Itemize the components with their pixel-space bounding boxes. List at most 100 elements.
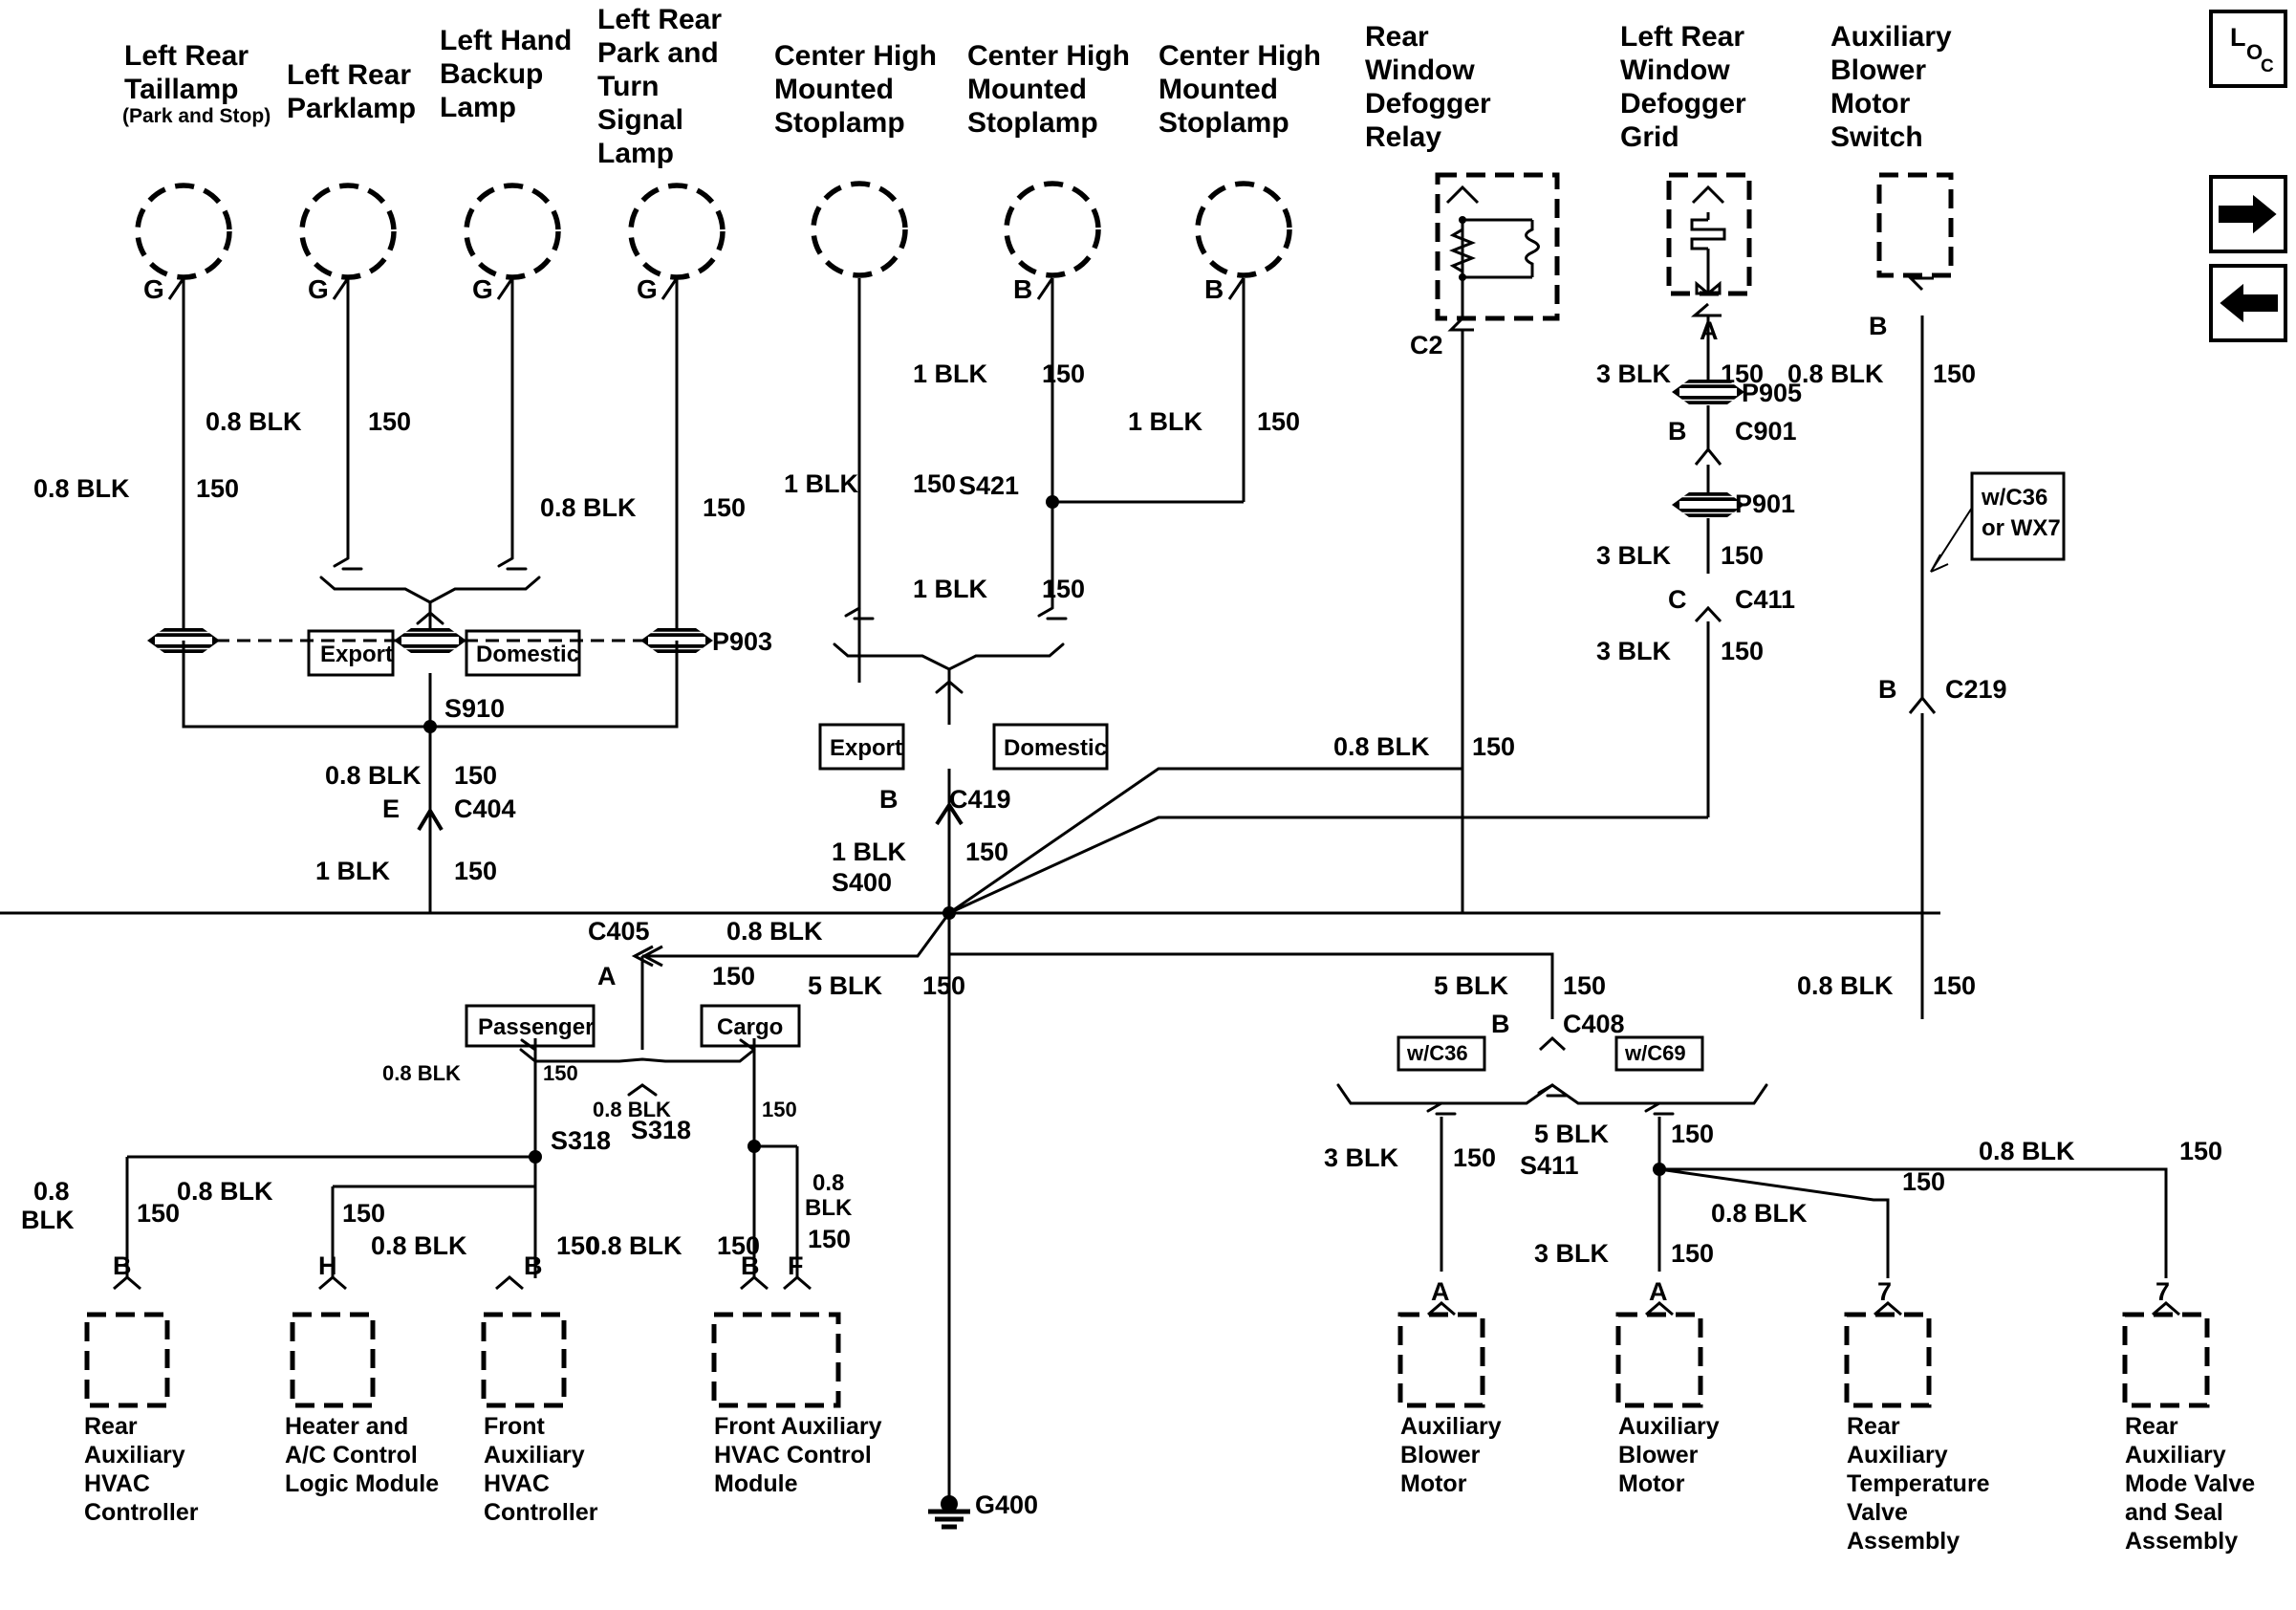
- svg-text:Center High: Center High: [1159, 40, 1321, 72]
- svg-text:150: 150: [1257, 407, 1300, 436]
- svg-text:0.8 BLK: 0.8 BLK: [726, 917, 823, 946]
- svg-text:0.8 BLK: 0.8 BLK: [33, 474, 130, 503]
- svg-text:150: 150: [1453, 1143, 1496, 1172]
- svg-text:Motor: Motor: [1618, 1470, 1685, 1497]
- svg-text:C901: C901: [1735, 417, 1797, 446]
- svg-text:150: 150: [712, 962, 755, 990]
- svg-text:Stoplamp: Stoplamp: [967, 107, 1098, 139]
- svg-text:B: B: [524, 1251, 543, 1280]
- svg-text:w/C69: w/C69: [1624, 1041, 1686, 1065]
- svg-text:C: C: [2261, 56, 2274, 76]
- svg-text:Stoplamp: Stoplamp: [774, 107, 905, 139]
- svg-text:Grid: Grid: [1620, 121, 1679, 153]
- svg-text:Auxiliary: Auxiliary: [1847, 1442, 1948, 1469]
- svg-text:Assembly: Assembly: [1847, 1528, 1960, 1555]
- svg-text:C: C: [1668, 585, 1687, 614]
- svg-text:150: 150: [808, 1225, 851, 1253]
- svg-text:150: 150: [913, 469, 956, 498]
- svg-text:Taillamp: Taillamp: [124, 74, 238, 105]
- svg-text:Relay: Relay: [1365, 121, 1441, 153]
- svg-text:S318: S318: [551, 1126, 611, 1155]
- svg-text:G: G: [472, 274, 493, 304]
- svg-text:B: B: [741, 1251, 760, 1280]
- svg-text:150: 150: [2179, 1137, 2222, 1165]
- svg-text:Backup: Backup: [440, 58, 543, 90]
- svg-text:C419: C419: [949, 785, 1011, 814]
- svg-text:Auxiliary: Auxiliary: [1400, 1413, 1502, 1440]
- svg-text:Defogger: Defogger: [1620, 88, 1746, 120]
- svg-text:B: B: [1204, 274, 1224, 304]
- svg-text:Rear: Rear: [1847, 1413, 1900, 1440]
- svg-text:150: 150: [196, 474, 239, 503]
- svg-text:Valve: Valve: [1847, 1499, 1908, 1526]
- svg-text:0.8 BLK: 0.8 BLK: [382, 1061, 461, 1085]
- svg-text:150: 150: [1042, 359, 1085, 388]
- svg-text:Cargo: Cargo: [717, 1014, 783, 1040]
- svg-text:150: 150: [703, 493, 746, 522]
- svg-text:B: B: [1491, 1010, 1510, 1038]
- svg-text:150: 150: [543, 1061, 578, 1085]
- svg-text:Module: Module: [714, 1470, 798, 1497]
- svg-text:S400: S400: [832, 868, 892, 897]
- svg-text:BLK: BLK: [805, 1195, 853, 1221]
- svg-text:P901: P901: [1735, 490, 1795, 518]
- svg-text:Parklamp: Parklamp: [287, 93, 416, 124]
- svg-text:A: A: [1431, 1277, 1450, 1306]
- svg-text:150: 150: [1933, 359, 1976, 388]
- svg-text:3 BLK: 3 BLK: [1596, 541, 1672, 570]
- svg-text:150: 150: [922, 971, 965, 1000]
- svg-text:Domestic: Domestic: [1004, 735, 1107, 761]
- svg-text:HVAC: HVAC: [484, 1470, 550, 1497]
- svg-text:B: B: [113, 1251, 132, 1280]
- svg-text:Temperature: Temperature: [1847, 1470, 1990, 1497]
- svg-text:A/C Control: A/C Control: [285, 1442, 418, 1469]
- svg-text:Heater and: Heater and: [285, 1413, 408, 1440]
- svg-text:150: 150: [1721, 541, 1764, 570]
- svg-text:3 BLK: 3 BLK: [1324, 1143, 1399, 1172]
- svg-text:Export: Export: [320, 642, 393, 667]
- svg-text:Motor: Motor: [1400, 1470, 1467, 1497]
- svg-text:150: 150: [137, 1199, 180, 1228]
- svg-text:150: 150: [1671, 1120, 1714, 1148]
- svg-text:0.8 BLK: 0.8 BLK: [1333, 732, 1430, 761]
- svg-text:Signal: Signal: [597, 104, 683, 136]
- svg-text:w/C36: w/C36: [1406, 1041, 1468, 1065]
- svg-text:HVAC Control: HVAC Control: [714, 1442, 872, 1469]
- svg-text:Auxiliary: Auxiliary: [1618, 1413, 1720, 1440]
- svg-text:Defogger: Defogger: [1365, 88, 1491, 120]
- svg-text:and Seal: and Seal: [2125, 1499, 2223, 1526]
- svg-text:E: E: [382, 794, 400, 823]
- svg-text:7: 7: [1877, 1277, 1892, 1306]
- svg-text:w/C36: w/C36: [1981, 485, 2047, 511]
- svg-text:Logic Module: Logic Module: [285, 1470, 439, 1497]
- svg-text:Controller: Controller: [84, 1499, 199, 1526]
- svg-text:0.8 BLK: 0.8 BLK: [1787, 359, 1884, 388]
- svg-text:Lamp: Lamp: [440, 92, 516, 123]
- svg-text:150: 150: [1721, 637, 1764, 665]
- svg-text:Blower: Blower: [1400, 1442, 1481, 1469]
- svg-text:0.8 BLK: 0.8 BLK: [1797, 971, 1894, 1000]
- svg-text:B: B: [1878, 675, 1897, 704]
- svg-text:Blower: Blower: [1830, 54, 1926, 86]
- svg-text:Domestic: Domestic: [476, 642, 579, 667]
- svg-text:1 BLK: 1 BLK: [315, 857, 391, 885]
- svg-text:Stoplamp: Stoplamp: [1159, 107, 1289, 139]
- svg-text:0.8: 0.8: [812, 1170, 844, 1196]
- svg-text:BLK: BLK: [21, 1206, 75, 1234]
- svg-text:S411: S411: [1520, 1151, 1579, 1180]
- svg-text:150: 150: [1472, 732, 1515, 761]
- svg-text:S910: S910: [444, 694, 505, 723]
- svg-text:A: A: [597, 962, 617, 990]
- svg-text:G400: G400: [975, 1490, 1038, 1519]
- svg-text:1 BLK: 1 BLK: [784, 469, 859, 498]
- svg-text:Auxiliary: Auxiliary: [1830, 21, 1952, 53]
- svg-text:Mode Valve: Mode Valve: [2125, 1470, 2255, 1497]
- svg-text:0.8 BLK: 0.8 BLK: [1979, 1137, 2075, 1165]
- svg-text:Motor: Motor: [1830, 88, 1911, 120]
- svg-text:3 BLK: 3 BLK: [1596, 637, 1672, 665]
- svg-text:Lamp: Lamp: [597, 138, 674, 169]
- svg-text:A: A: [1649, 1277, 1668, 1306]
- svg-text:Left Rear: Left Rear: [124, 40, 249, 72]
- svg-text:Auxiliary: Auxiliary: [484, 1442, 585, 1469]
- svg-text:B: B: [1668, 417, 1687, 446]
